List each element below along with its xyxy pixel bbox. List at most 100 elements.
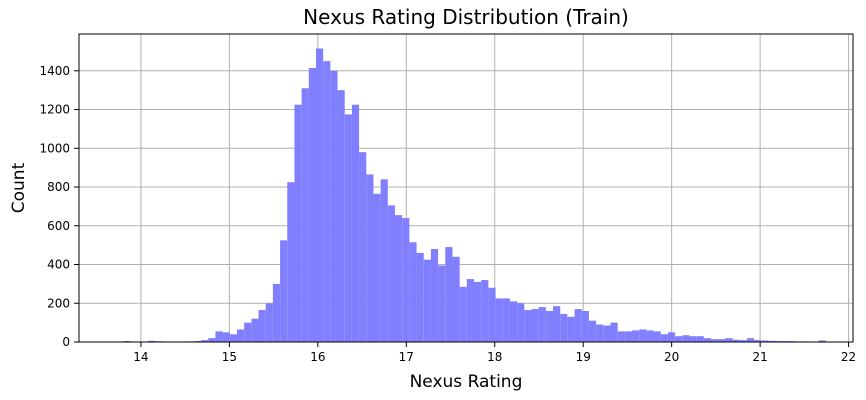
- histogram-bar: [495, 298, 503, 342]
- histogram-bar: [366, 174, 374, 342]
- histogram-bar: [617, 331, 625, 342]
- histogram-bar: [301, 88, 309, 343]
- histogram-bar: [603, 325, 611, 342]
- histogram-bar: [667, 332, 676, 342]
- histogram-bar: [689, 336, 697, 342]
- histogram-bar: [323, 61, 331, 342]
- histogram-bar: [488, 287, 496, 342]
- y-tick-label: 0: [62, 335, 70, 349]
- histogram-bar: [646, 330, 654, 342]
- y-tick-label: 1000: [39, 141, 70, 155]
- x-tick-label: 20: [664, 350, 679, 364]
- y-axis-label: Count: [9, 162, 29, 213]
- histogram-bar: [517, 303, 525, 342]
- histogram-bar: [502, 298, 510, 342]
- histogram-bar: [560, 313, 568, 342]
- histogram-bar: [402, 218, 410, 342]
- histogram-bar: [711, 339, 719, 342]
- histogram-bar: [553, 306, 561, 342]
- histogram-bar: [754, 340, 762, 342]
- histogram-bar: [265, 303, 273, 342]
- x-tick-label: 14: [133, 350, 148, 364]
- histogram-bar: [567, 316, 575, 342]
- histogram-bar: [272, 283, 281, 342]
- histogram-bar: [409, 242, 417, 342]
- histogram-bar: [147, 340, 156, 342]
- histogram-bar: [201, 340, 209, 342]
- histogram-bar: [387, 205, 396, 342]
- histogram-bar: [531, 309, 539, 342]
- plot-frame: [78, 33, 854, 343]
- histogram-bar: [545, 311, 554, 342]
- histogram-bar: [732, 340, 740, 342]
- histogram-bar: [351, 104, 360, 342]
- histogram-bar: [524, 310, 532, 342]
- histogram-bar: [466, 279, 475, 342]
- y-tick-label: 800: [47, 180, 70, 194]
- histogram-bar: [696, 336, 704, 342]
- histogram-bar: [459, 286, 467, 342]
- x-axis-ticks: 14 15 16 17 18 19 20 21 22: [133, 342, 856, 364]
- y-tick-label: 600: [47, 219, 70, 233]
- histogram-bar: [215, 331, 223, 342]
- histogram-bar: [359, 152, 367, 342]
- histogram-bar: [675, 336, 683, 342]
- x-axis-label: Nexus Rating: [410, 372, 523, 392]
- histogram-bar: [818, 340, 826, 342]
- histogram-bar: [330, 70, 338, 343]
- y-axis-ticks: 0 200 400 600 800 1000 1200 1400: [39, 64, 79, 349]
- y-tick-label: 200: [47, 296, 70, 310]
- histogram-bar: [718, 339, 726, 342]
- histogram-bar: [474, 281, 482, 342]
- histogram-bar: [481, 280, 489, 342]
- histogram-bar: [725, 338, 733, 342]
- histogram-bar: [294, 104, 302, 342]
- histogram-bar: [308, 67, 316, 343]
- histogram-bar: [653, 331, 661, 342]
- histogram-bar: [438, 265, 446, 342]
- chart-title: Nexus Rating Distribution (Train): [303, 5, 629, 29]
- histogram-bar: [423, 259, 431, 342]
- histogram-bar: [682, 335, 690, 342]
- histogram-bar: [251, 318, 259, 342]
- y-tick-label: 400: [47, 258, 70, 272]
- histogram-bar: [244, 322, 252, 342]
- histogram-bar: [222, 332, 230, 342]
- histogram-bar: [596, 324, 604, 342]
- histogram-bar: [258, 310, 266, 342]
- histogram-bars: [123, 48, 826, 343]
- x-tick-label: 16: [310, 350, 325, 364]
- histogram-bar: [380, 179, 388, 342]
- histogram-bar: [229, 334, 237, 342]
- histogram-bar: [761, 340, 769, 342]
- histogram-bar: [703, 338, 712, 342]
- histogram-bar: [610, 322, 618, 342]
- y-tick-label: 1400: [39, 64, 70, 78]
- x-tick-label: 18: [487, 350, 502, 364]
- histogram-bar: [337, 90, 345, 342]
- histogram-bar: [581, 311, 589, 342]
- histogram-bar: [509, 301, 518, 342]
- x-tick-label: 17: [399, 350, 414, 364]
- x-tick-label: 15: [222, 350, 237, 364]
- histogram-bar: [538, 307, 546, 342]
- histogram-bar: [588, 320, 597, 342]
- histogram-bar: [236, 329, 245, 342]
- histogram-bar: [746, 338, 755, 342]
- histogram-bar: [208, 338, 216, 342]
- histogram-bar: [768, 340, 776, 342]
- histogram-bar: [280, 240, 288, 342]
- histogram-bar: [574, 309, 582, 342]
- histogram-bar: [639, 329, 647, 342]
- x-tick-label: 21: [752, 350, 767, 364]
- y-tick-label: 1200: [39, 103, 70, 117]
- histogram-bar: [632, 330, 640, 342]
- histogram-bar: [445, 247, 453, 342]
- histogram-bar: [395, 215, 403, 342]
- histogram-bar: [660, 334, 668, 342]
- histogram-bar: [624, 331, 633, 342]
- x-tick-label: 19: [576, 350, 591, 364]
- histogram-bar: [430, 249, 439, 342]
- histogram-bar: [344, 114, 352, 342]
